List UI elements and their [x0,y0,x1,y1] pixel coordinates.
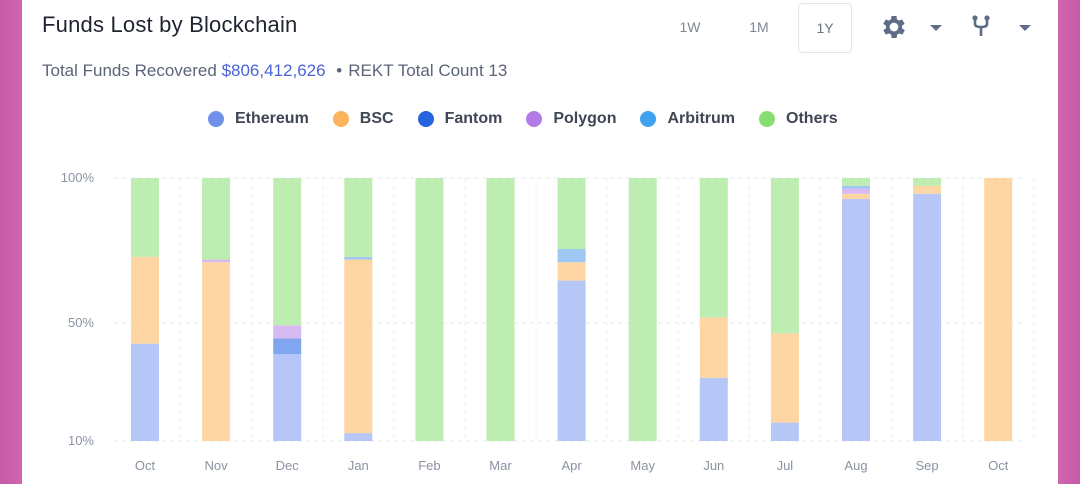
bar-segment-ethereum [344,433,373,441]
bar-segment-arbitrum [344,256,373,260]
legend-label: Polygon [553,110,617,127]
x-tick-label: Jun [703,458,724,473]
x-tick-label: Aug [844,458,867,473]
ethereum-dot-icon [208,111,224,127]
bar-segment-others [628,178,657,441]
x-tick-label: Mar [489,458,512,473]
legend-item-bsc[interactable]: BSC [332,110,394,128]
others-dot-icon [759,111,776,127]
range-1w-button[interactable]: 1W [679,19,701,35]
fantom-dot-icon [417,111,434,127]
legend-label: Ethereum [235,110,309,127]
bar-segment-others [415,178,444,441]
bar-segment-bsc [699,317,728,378]
bar-segment-polygon [273,325,302,339]
summary-line: Total Funds Recovered $806,412,626 • REKT… [42,61,507,81]
bar-segment-arbitrum [842,185,870,189]
bar-segment-polygon [842,188,870,194]
legend-item-ethereum[interactable]: Ethereum [208,110,309,128]
x-tick-label: Oct [988,458,1009,473]
bar-segment-bsc [913,185,942,194]
bar-segment-ethereum [557,280,586,441]
bar-segment-others [913,178,942,186]
y-tick-label: 10% [68,433,94,448]
stacked-bar-chart: 100% 50% 10% Oct Nov Dec Jan Feb Mar Apr May Jun Jul… [61,170,1035,473]
recovered-label: Total Funds Recovered [42,61,217,80]
legend-label: Others [786,110,838,127]
bar-segment-bsc [557,262,586,281]
bar-segment-bsc [770,333,799,423]
range-1y-button[interactable]: 1Y [798,3,852,53]
separator-dot: • [336,61,343,80]
legend-item-fantom[interactable]: Fantom [417,110,503,128]
bar-segment-others [486,178,515,441]
bar-segment-ethereum [770,422,799,441]
bar-segment-ethereum [842,199,870,441]
bar-segment-others [273,178,302,326]
x-tick-label: Sep [916,458,939,473]
bar-segment-fantom [273,338,302,355]
chart-legend: Ethereum BSC Fantom Polygon Arbitrum Oth… [208,110,862,128]
y-tick-label: 100% [61,170,95,185]
x-tick-label: Apr [561,458,582,473]
bar-segment-ethereum [699,377,728,441]
bar-segment-others [344,178,373,257]
bar-segment-others [557,178,586,250]
range-1m-button[interactable]: 1M [749,19,769,35]
fork-icon[interactable] [970,14,992,43]
bar-segment-others [202,178,231,260]
bar-segment-ethereum [131,343,159,441]
recovered-value: $806,412,626 [221,61,326,80]
legend-label: BSC [359,110,394,127]
bar-segment-ethereum [273,354,302,441]
gear-icon[interactable] [879,12,909,47]
bar-segment-others [699,178,728,318]
bar-segment-bsc [202,262,231,441]
legend-label: Fantom [444,110,503,127]
bar-segment-others [770,178,799,334]
chart-card: Funds Lost by Blockchain Total Funds Rec… [22,0,1058,484]
x-tick-label: Feb [418,458,440,473]
bar-segment-bsc [344,259,373,434]
bar-segment-bsc [131,256,159,344]
legend-label: Arbitrum [667,110,736,127]
x-tick-label: Jul [777,458,794,473]
x-tick-label: Nov [205,458,229,473]
bsc-dot-icon [332,111,349,127]
x-tick-label: Oct [135,458,156,473]
bar-segment-polygon [202,259,231,263]
x-tick-label: Jan [348,458,369,473]
bar-segment-bsc [842,193,870,200]
rekt-count: REKT Total Count 13 [348,61,508,80]
bar-segment-ethereum [913,193,942,441]
bar-segment-others [131,178,159,257]
y-tick-label: 50% [68,315,94,330]
arbitrum-dot-icon [640,111,657,127]
bar-segment-arbitrum [557,249,586,263]
x-tick-label: May [630,458,655,473]
bar-segment-bsc [984,178,1013,441]
settings-menu-chevron-down-icon[interactable] [929,20,943,38]
legend-item-others[interactable]: Others [759,110,838,128]
polygon-dot-icon [526,111,543,127]
legend-item-arbitrum[interactable]: Arbitrum [640,110,735,128]
fork-menu-chevron-down-icon[interactable] [1018,20,1032,38]
x-tick-label: Dec [276,458,300,473]
bar-segment-others [842,178,870,186]
chart-title: Funds Lost by Blockchain [42,12,298,37]
legend-item-polygon[interactable]: Polygon [526,110,616,128]
